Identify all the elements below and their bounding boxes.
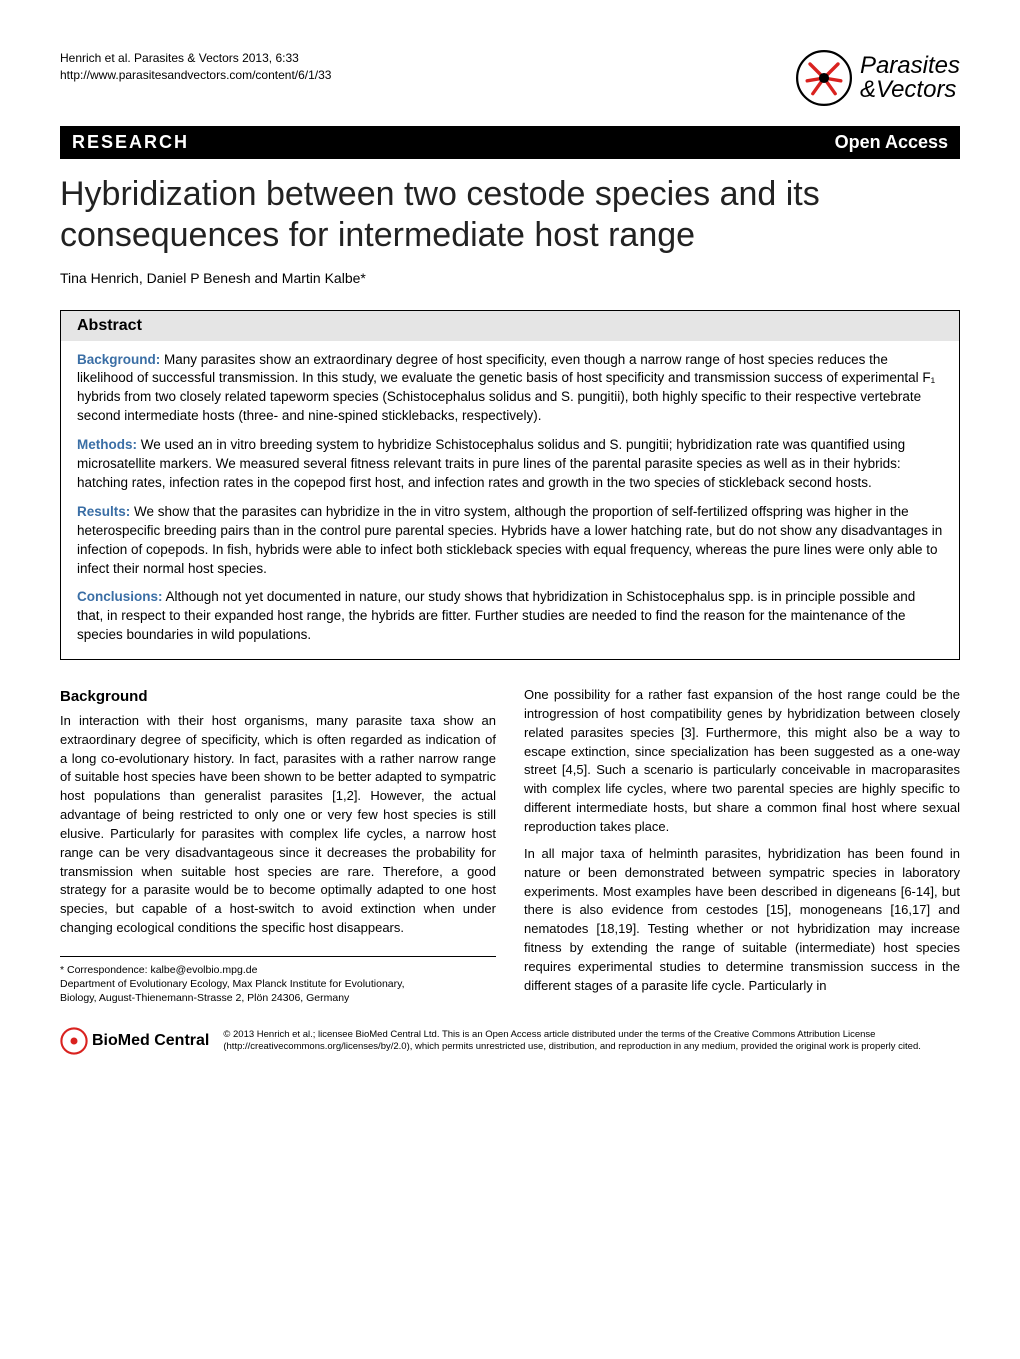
- biomed-central-logo: BioMed Central: [60, 1027, 209, 1055]
- header-citation: Henrich et al. Parasites & Vectors 2013,…: [60, 50, 331, 84]
- abstract-background-label: Background:: [77, 352, 160, 367]
- correspondence-dept: Department of Evolutionary Ecology, Max …: [60, 977, 496, 991]
- abstract-methods-label: Methods:: [77, 437, 137, 452]
- abstract-conclusions-text: Although not yet documented in nature, o…: [77, 589, 915, 642]
- header-row: Henrich et al. Parasites & Vectors 2013,…: [60, 50, 960, 106]
- abstract-results-text: We show that the parasites can hybridize…: [77, 504, 942, 576]
- abstract-methods: Methods: We used an in vitro breeding sy…: [77, 436, 943, 493]
- abstract-methods-text: We used an in vitro breeding system to h…: [77, 437, 905, 490]
- journal-name-line2: &Vectors: [860, 78, 960, 102]
- abstract-conclusions-label: Conclusions:: [77, 589, 163, 604]
- license-text: © 2013 Henrich et al.; licensee BioMed C…: [223, 1029, 960, 1054]
- abstract-results-label: Results:: [77, 504, 130, 519]
- authors: Tina Henrich, Daniel P Benesh and Martin…: [60, 270, 960, 286]
- abstract-background-text: Many parasites show an extraordinary deg…: [77, 352, 935, 424]
- correspondence-email: * Correspondence: kalbe@evolbio.mpg.de: [60, 963, 496, 977]
- article-type: RESEARCH: [72, 132, 189, 153]
- journal-name: Parasites &Vectors: [860, 54, 960, 102]
- mosquito-icon: [796, 50, 852, 106]
- right-paragraph-1: One possibility for a rather fast expans…: [524, 686, 960, 837]
- body-columns: Background In interaction with their hos…: [60, 686, 960, 1005]
- correspondence-addr: Biology, August-Thienemann-Strasse 2, Pl…: [60, 991, 496, 1005]
- right-paragraph-2: In all major taxa of helminth parasites,…: [524, 845, 960, 996]
- research-bar: RESEARCH Open Access: [60, 126, 960, 159]
- abstract-results: Results: We show that the parasites can …: [77, 503, 943, 579]
- bmc-name: BioMed Central: [92, 1032, 209, 1050]
- correspondence: * Correspondence: kalbe@evolbio.mpg.de D…: [60, 956, 496, 1006]
- abstract-heading: Abstract: [61, 311, 959, 341]
- citation-line-2: http://www.parasitesandvectors.com/conte…: [60, 67, 331, 84]
- journal-name-line1: Parasites: [860, 54, 960, 78]
- background-heading: Background: [60, 686, 496, 708]
- left-column: Background In interaction with their hos…: [60, 686, 496, 1005]
- left-paragraph-1: In interaction with their host organisms…: [60, 712, 496, 938]
- abstract-conclusions: Conclusions: Although not yet documented…: [77, 588, 943, 645]
- right-column: One possibility for a rather fast expans…: [524, 686, 960, 1005]
- open-access-badge: Open Access: [835, 132, 948, 153]
- page-container: Henrich et al. Parasites & Vectors 2013,…: [0, 0, 1020, 1085]
- article-title: Hybridization between two cestode specie…: [60, 174, 960, 256]
- abstract-background: Background: Many parasites show an extra…: [77, 351, 943, 427]
- journal-logo: Parasites &Vectors: [796, 50, 960, 106]
- bmc-icon: [60, 1027, 88, 1055]
- citation-line-1: Henrich et al. Parasites & Vectors 2013,…: [60, 50, 331, 67]
- footer: BioMed Central © 2013 Henrich et al.; li…: [60, 1019, 960, 1055]
- abstract-box: Abstract Background: Many parasites show…: [60, 310, 960, 660]
